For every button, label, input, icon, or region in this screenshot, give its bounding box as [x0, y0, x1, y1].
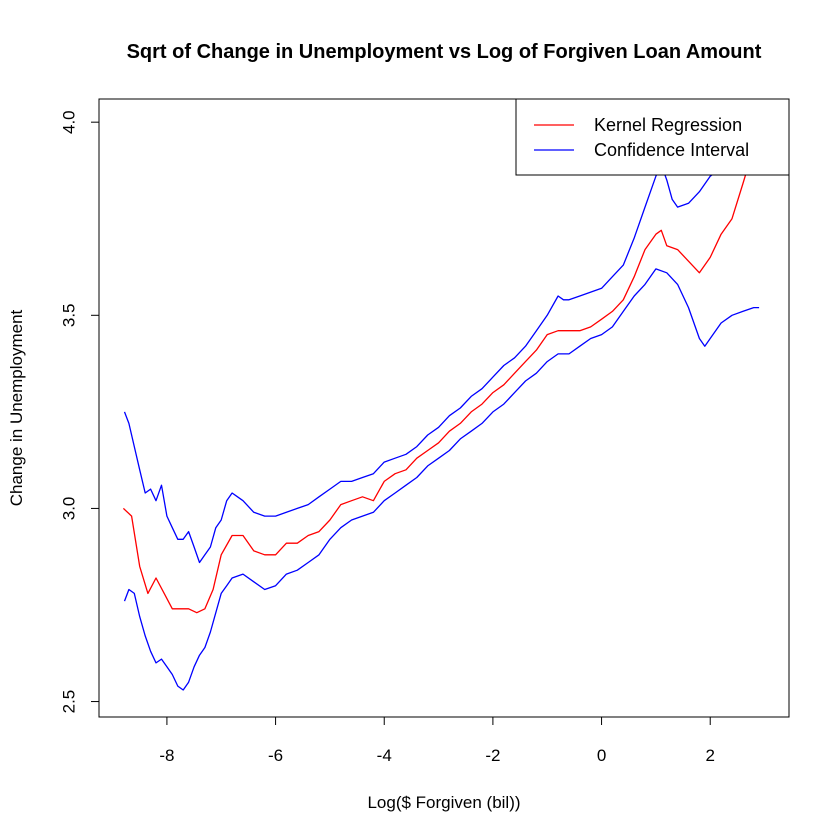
y-tick-label: 3.0: [60, 497, 79, 521]
legend: Kernel Regression Confidence Interval: [515, 98, 790, 176]
x-tick-label: -2: [485, 746, 500, 765]
y-tick-label: 4.0: [60, 110, 79, 134]
confidence-interval-upper-line: [123, 114, 752, 564]
plot-frame: [98, 98, 790, 718]
x-tick-label: -4: [377, 746, 392, 765]
legend-box: [515, 98, 790, 176]
y-tick-label: 3.5: [60, 303, 79, 327]
x-tick-label: 0: [597, 746, 606, 765]
chart-title: Sqrt of Change in Unemployment vs Log of…: [127, 41, 762, 63]
x-tick-label: 2: [705, 746, 714, 765]
y-tick-label: 2.5: [60, 690, 79, 714]
kernel-regression-line: [122, 156, 752, 614]
legend-label-kernel-regression: Kernel Regression: [594, 115, 742, 135]
x-axis-label: Log($ Forgiven (bil)): [367, 793, 520, 812]
y-axis-label: Change in Unemployment: [7, 309, 26, 506]
confidence-interval-lower-line: [123, 268, 760, 691]
x-tick-label: -6: [268, 746, 283, 765]
legend-label-confidence-interval: Confidence Interval: [594, 140, 749, 160]
x-tick-label: -8: [159, 746, 174, 765]
series-layer: [122, 114, 760, 691]
